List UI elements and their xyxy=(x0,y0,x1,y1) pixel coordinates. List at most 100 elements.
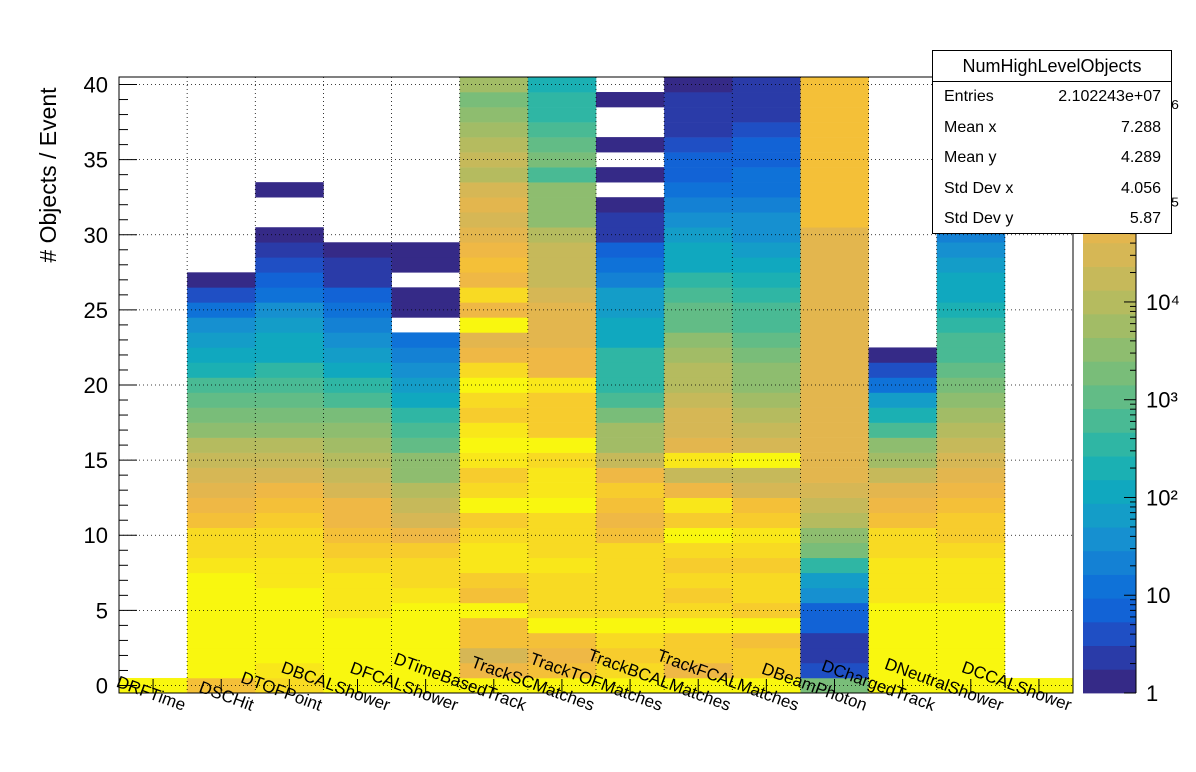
heatmap-cell xyxy=(800,482,869,498)
heatmap-cell xyxy=(459,152,529,168)
heatmap-cell xyxy=(868,482,938,498)
heatmap-cell xyxy=(323,257,392,273)
heatmap-cell xyxy=(664,377,733,393)
heatmap-cell xyxy=(391,512,461,529)
heatmap-cell xyxy=(255,182,324,198)
heatmap-cell xyxy=(800,272,869,288)
heatmap-cell xyxy=(596,347,665,363)
heatmap-cell xyxy=(596,632,665,649)
heatmap-cell xyxy=(800,122,869,138)
heatmap-cell xyxy=(732,317,801,333)
heatmap-cell xyxy=(527,107,597,123)
heatmap-cell xyxy=(255,617,324,634)
heatmap-cell xyxy=(323,422,392,438)
heatmap-cell xyxy=(596,92,665,108)
heatmap-cell xyxy=(323,572,392,589)
heatmap-cell xyxy=(187,512,256,529)
heatmap-cell xyxy=(187,272,256,288)
heatmap-cell xyxy=(800,212,869,228)
heatmap-cell xyxy=(255,272,324,288)
heatmap-cell xyxy=(800,242,869,258)
heatmap-cell xyxy=(527,452,597,468)
heatmap-cell xyxy=(527,497,597,513)
heatmap-cell xyxy=(732,332,801,348)
heatmap-cell xyxy=(936,587,1006,604)
heatmap-cell xyxy=(936,272,1006,288)
heatmap-cell xyxy=(800,227,869,243)
heatmap-cell xyxy=(936,647,1006,664)
heatmap-cell xyxy=(596,317,665,333)
heatmap-cell xyxy=(459,182,529,198)
heatmap-cell xyxy=(323,392,392,408)
heatmap-cell xyxy=(391,377,461,393)
palette-band xyxy=(1083,550,1136,575)
heatmap-cell xyxy=(596,332,665,348)
heatmap-cell xyxy=(391,347,461,363)
heatmap-cell xyxy=(800,662,869,679)
heatmap-cell xyxy=(664,587,733,604)
heatmap-cell xyxy=(527,542,597,559)
heatmap-cell xyxy=(527,617,597,634)
palette-band xyxy=(1083,621,1136,647)
palette-band xyxy=(1083,527,1136,552)
heatmap-cell xyxy=(527,557,597,574)
heatmap-cell xyxy=(187,467,256,483)
heatmap-cell xyxy=(868,617,938,634)
heatmap-cell xyxy=(868,407,938,423)
heatmap-cell xyxy=(187,662,256,679)
heatmap-cell xyxy=(596,647,665,664)
heatmap-cell xyxy=(800,422,869,438)
heatmap-cell xyxy=(459,632,529,649)
heatmap-cell xyxy=(596,167,665,183)
heatmap-cell xyxy=(800,632,869,649)
heatmap-cell xyxy=(800,287,869,303)
heatmap-cell xyxy=(664,197,733,213)
heatmap-cell xyxy=(732,407,801,423)
heatmap-cell xyxy=(323,542,392,559)
heatmap-cell xyxy=(527,602,597,619)
heatmap-cell xyxy=(936,542,1006,559)
heatmap-cell xyxy=(391,632,461,649)
palette-band xyxy=(1083,242,1136,267)
heatmap-cell xyxy=(596,572,665,589)
heatmap-cell xyxy=(936,332,1006,348)
heatmap-cell xyxy=(187,317,256,333)
heatmap-cell xyxy=(732,92,801,108)
heatmap-cell xyxy=(732,122,801,138)
heatmap-cell xyxy=(459,302,529,318)
heatmap-cell xyxy=(800,137,869,153)
heatmap-cell xyxy=(323,272,392,288)
heatmap-cell xyxy=(459,137,529,153)
heatmap-cell xyxy=(527,437,597,453)
heatmap-cell xyxy=(255,332,324,348)
heatmap-cell xyxy=(732,392,801,408)
heatmap-cell xyxy=(255,467,324,483)
heatmap-cell xyxy=(664,107,733,123)
heatmap-cell xyxy=(732,257,801,273)
palette-band xyxy=(1083,479,1136,504)
heatmap-cell xyxy=(459,332,529,348)
heatmap-cell xyxy=(527,332,597,348)
heatmap-cell xyxy=(868,662,938,679)
heatmap-cell xyxy=(664,467,733,483)
heatmap-cell xyxy=(800,362,869,378)
color-axis-label: 10 xyxy=(1146,583,1170,608)
heatmap-cell xyxy=(391,557,461,574)
heatmap-cell xyxy=(664,542,733,559)
heatmap-cell xyxy=(459,272,529,288)
heatmap-cell xyxy=(391,407,461,423)
heatmap-cell xyxy=(391,452,461,468)
heatmap-cell xyxy=(596,437,665,453)
heatmap-cell xyxy=(664,77,733,93)
heatmap-cell xyxy=(800,452,869,468)
y-tick-label: 5 xyxy=(96,598,108,623)
heatmap-cell xyxy=(527,287,597,303)
heatmap-cell xyxy=(800,557,869,574)
heatmap-cell xyxy=(868,632,938,649)
heatmap-cell xyxy=(664,212,733,228)
heatmap-cell xyxy=(255,257,324,273)
heatmap-cell xyxy=(732,107,801,123)
heatmap-cell xyxy=(800,527,869,544)
heatmap-cell xyxy=(459,107,529,123)
heatmap-cell xyxy=(187,377,256,393)
